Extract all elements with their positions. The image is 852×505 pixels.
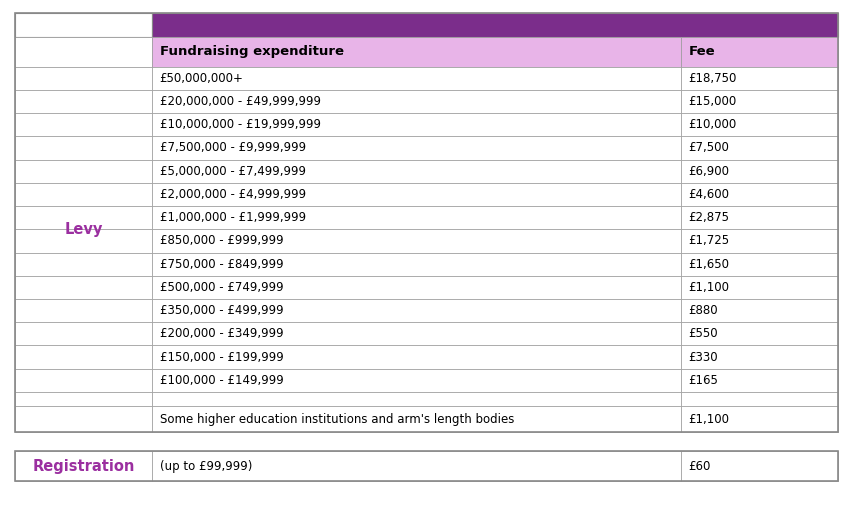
Bar (15, 113, 152, 136)
Text: £6,900: £6,900 (688, 165, 728, 178)
Bar (152, 392, 680, 406)
Text: £60: £60 (688, 460, 710, 473)
Text: £2,875: £2,875 (688, 211, 728, 224)
Bar (152, 37, 680, 67)
Bar (680, 67, 837, 90)
Bar (152, 299, 680, 322)
Text: £1,725: £1,725 (688, 234, 728, 247)
Bar (15, 13, 152, 37)
Bar (152, 345, 680, 369)
Bar (152, 136, 680, 160)
Bar (152, 13, 837, 37)
Text: £50,000,000+: £50,000,000+ (159, 72, 243, 85)
Bar (680, 90, 837, 113)
Text: £18,750: £18,750 (688, 72, 736, 85)
Bar (15, 322, 152, 345)
Text: £1,100: £1,100 (688, 413, 728, 426)
Bar (152, 406, 680, 432)
Text: £1,100: £1,100 (688, 281, 728, 294)
Bar (680, 406, 837, 432)
Text: Registration: Registration (32, 459, 135, 474)
Text: £165: £165 (688, 374, 717, 387)
Bar (680, 183, 837, 206)
Bar (15, 392, 152, 406)
Bar (152, 322, 680, 345)
Text: £1,650: £1,650 (688, 258, 728, 271)
Bar (680, 113, 837, 136)
Text: £500,000 - £749,999: £500,000 - £749,999 (159, 281, 283, 294)
Bar (152, 90, 680, 113)
Bar (15, 451, 152, 481)
Bar (15, 13, 837, 432)
Bar (680, 451, 837, 481)
Bar (680, 276, 837, 299)
Bar (15, 345, 152, 369)
Text: £20,000,000 - £49,999,999: £20,000,000 - £49,999,999 (159, 95, 320, 108)
Bar (15, 67, 152, 90)
Bar (152, 369, 680, 392)
Bar (15, 160, 152, 183)
Bar (680, 345, 837, 369)
Text: £750,000 - £849,999: £750,000 - £849,999 (159, 258, 283, 271)
Bar (15, 276, 152, 299)
Bar (152, 206, 680, 229)
Bar (152, 183, 680, 206)
Text: £100,000 - £149,999: £100,000 - £149,999 (159, 374, 283, 387)
Text: £880: £880 (688, 304, 717, 317)
Text: £150,000 - £199,999: £150,000 - £199,999 (159, 350, 283, 364)
Bar (15, 369, 152, 392)
Bar (15, 451, 837, 481)
Text: £5,000,000 - £7,499,999: £5,000,000 - £7,499,999 (159, 165, 305, 178)
Text: Fundraising expenditure: Fundraising expenditure (159, 45, 343, 58)
Bar (152, 252, 680, 276)
Text: £10,000: £10,000 (688, 118, 736, 131)
Bar (15, 136, 152, 160)
Text: £200,000 - £349,999: £200,000 - £349,999 (159, 327, 283, 340)
Text: £850,000 - £999,999: £850,000 - £999,999 (159, 234, 283, 247)
Bar (152, 276, 680, 299)
Bar (15, 37, 152, 67)
Bar (15, 299, 152, 322)
Bar (15, 183, 152, 206)
Bar (680, 299, 837, 322)
Text: £15,000: £15,000 (688, 95, 736, 108)
Text: Some higher education institutions and arm's length bodies: Some higher education institutions and a… (159, 413, 513, 426)
Bar (152, 451, 680, 481)
Bar (152, 67, 680, 90)
Bar (152, 113, 680, 136)
Text: £7,500,000 - £9,999,999: £7,500,000 - £9,999,999 (159, 141, 305, 155)
Bar (680, 229, 837, 252)
Bar (680, 369, 837, 392)
Text: £330: £330 (688, 350, 717, 364)
Text: £10,000,000 - £19,999,999: £10,000,000 - £19,999,999 (159, 118, 320, 131)
Bar (680, 160, 837, 183)
Text: £550: £550 (688, 327, 717, 340)
Text: £4,600: £4,600 (688, 188, 728, 201)
Bar (15, 229, 152, 252)
Bar (15, 90, 152, 113)
Bar (152, 160, 680, 183)
Bar (680, 392, 837, 406)
Bar (152, 229, 680, 252)
Bar (15, 406, 152, 432)
Text: (up to £99,999): (up to £99,999) (159, 460, 251, 473)
Text: £1,000,000 - £1,999,999: £1,000,000 - £1,999,999 (159, 211, 305, 224)
Bar (680, 322, 837, 345)
Bar (680, 136, 837, 160)
Bar (680, 37, 837, 67)
Text: £2,000,000 - £4,999,999: £2,000,000 - £4,999,999 (159, 188, 305, 201)
Bar (680, 206, 837, 229)
Text: £7,500: £7,500 (688, 141, 728, 155)
Bar (15, 252, 152, 276)
Text: Fee: Fee (688, 45, 714, 58)
Bar (15, 206, 152, 229)
Bar (680, 252, 837, 276)
Text: Levy: Levy (65, 222, 102, 237)
Text: £350,000 - £499,999: £350,000 - £499,999 (159, 304, 283, 317)
